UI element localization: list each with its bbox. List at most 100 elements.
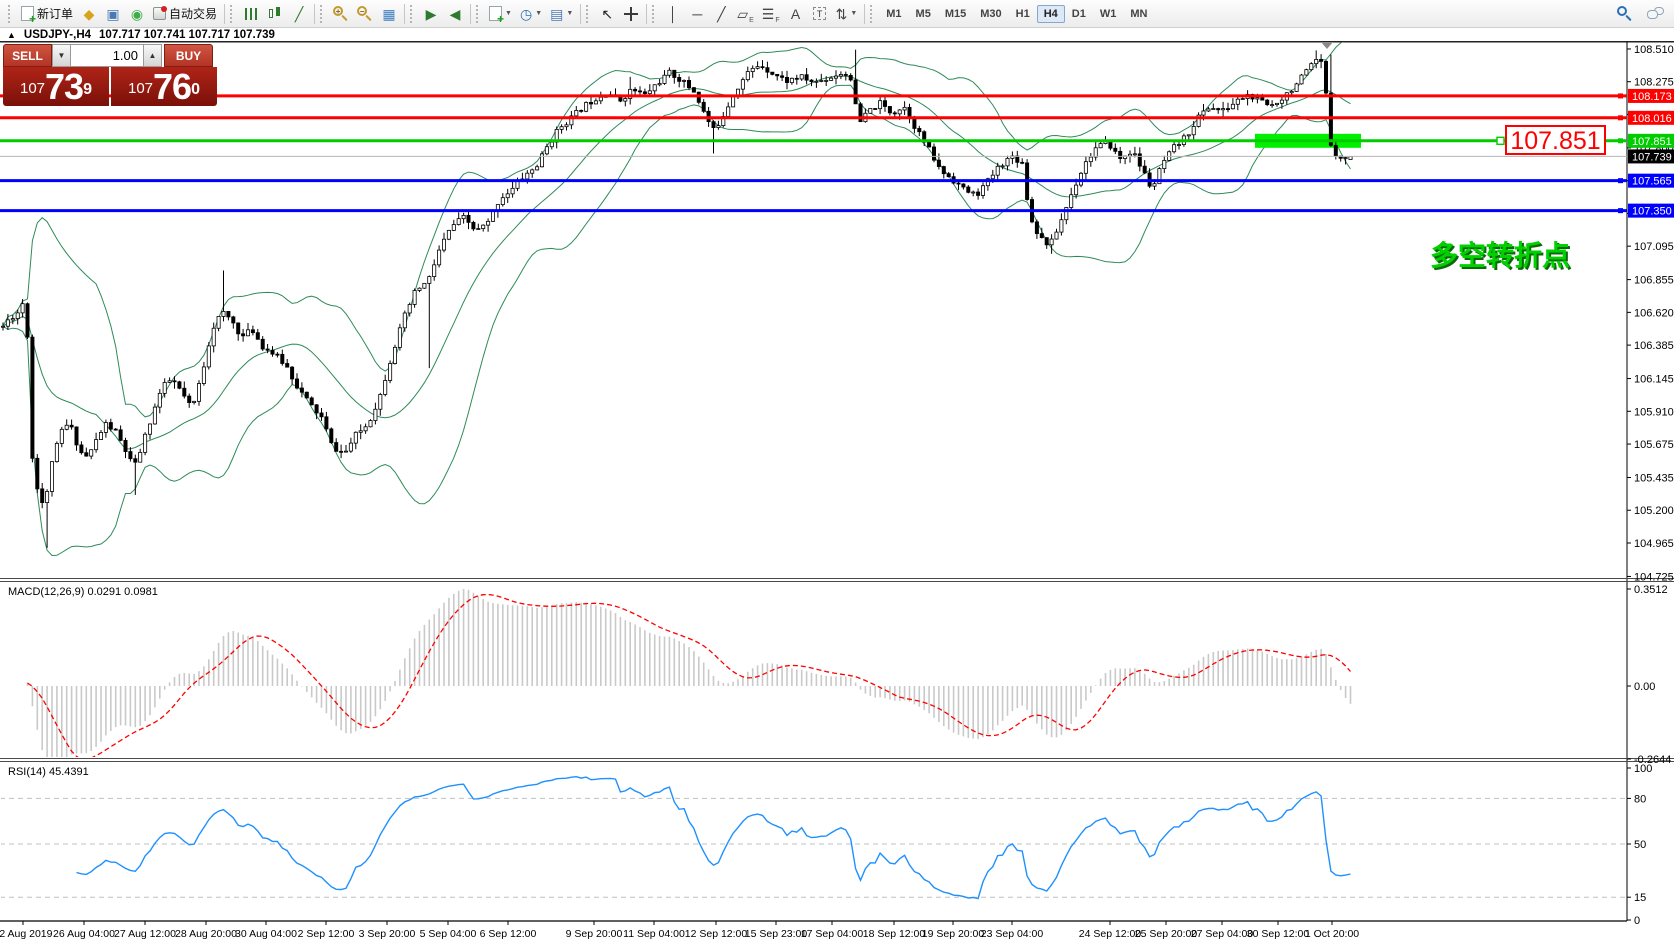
toolbar-grip[interactable] xyxy=(230,4,235,23)
new-order-button[interactable]: + 新订单 xyxy=(17,3,77,25)
cursor-icon: ↖ xyxy=(601,5,614,22)
timeframe-w1-button[interactable]: W1 xyxy=(1099,7,1117,20)
collapse-panel-icon[interactable]: ▲ xyxy=(7,30,16,40)
text-label-button[interactable]: T xyxy=(808,3,832,25)
rsi-axis[interactable]: 100 80 50 15 0 xyxy=(1627,763,1652,927)
time-tick-label: 2 Sep 12:00 xyxy=(298,928,355,940)
time-tick-label: 22 Aug 2019 xyxy=(0,928,53,940)
dropdown-arrow-icon[interactable]: ▼ xyxy=(850,10,858,17)
crosshair-icon xyxy=(624,6,639,21)
toolbar-grip[interactable] xyxy=(586,4,591,23)
buy-price[interactable]: 107 76 0 xyxy=(111,67,217,106)
trendline-button[interactable]: ╱ xyxy=(709,3,733,25)
text-button[interactable]: A xyxy=(784,3,808,25)
turning-point-annotation[interactable]: 多空转折点 xyxy=(1430,239,1570,271)
annotation-shadow: 多空转折点 xyxy=(1432,241,1572,273)
line-chart-button[interactable]: ╱ xyxy=(287,3,311,25)
time-tick-label: 9 Sep 20:00 xyxy=(566,928,623,940)
time-tick-label: 26 Aug 04:00 xyxy=(53,928,115,940)
toolbar-grip[interactable] xyxy=(652,4,657,23)
cursor-button[interactable]: ↖ xyxy=(595,3,619,25)
macd-tick-label: -0.2644 xyxy=(1634,754,1671,766)
volume-decrease-button[interactable]: ▼ xyxy=(52,44,71,67)
price-badge: 107.565 xyxy=(1632,176,1672,188)
dropdown-arrow-icon[interactable]: ▼ xyxy=(535,10,543,17)
macd-panel xyxy=(26,589,1352,757)
metaeditor-button[interactable]: ◆ xyxy=(77,3,101,25)
dropdown-arrow-icon[interactable]: ▼ xyxy=(566,10,574,17)
price-callout-box[interactable] xyxy=(1505,125,1606,155)
sell-price[interactable]: 107 73 9 xyxy=(3,67,109,106)
timeframe-m15-button[interactable]: M15 xyxy=(944,7,967,20)
horizontal-levels[interactable] xyxy=(0,93,1627,214)
auto-scroll-button[interactable]: ▶ xyxy=(419,3,443,25)
fibonacci-button[interactable]: ☰ F xyxy=(758,3,784,25)
terminal-button[interactable]: ▣ xyxy=(101,3,125,25)
search-button[interactable] xyxy=(1613,3,1637,25)
sell-price-pips: 73 xyxy=(45,66,84,107)
dropdown-arrow-icon[interactable]: ▼ xyxy=(505,10,512,17)
periods-icon: ◷ xyxy=(519,5,533,22)
arrows-button[interactable]: ⇅ ▼ xyxy=(832,3,862,25)
chart-shift-marker[interactable] xyxy=(1321,42,1333,49)
tile-windows-button[interactable]: ▦ xyxy=(377,3,401,25)
tool-sub-letter: E xyxy=(749,16,754,24)
text-icon: A xyxy=(790,5,801,22)
toolbar-separator xyxy=(470,3,472,24)
timeframe-m5-button[interactable]: M5 xyxy=(915,7,931,20)
trendline-icon: ╱ xyxy=(717,5,726,22)
price-tick-label: 107.095 xyxy=(1634,241,1674,253)
time-tick-label: 12 Sep 12:00 xyxy=(685,928,748,940)
indicators-icon: + xyxy=(489,6,504,25)
search-icon xyxy=(1617,6,1633,22)
price-tick-label: 104.725 xyxy=(1634,571,1674,583)
volume-increase-button[interactable]: ▲ xyxy=(143,44,162,67)
timeframe-h1-button[interactable]: H1 xyxy=(1015,7,1030,20)
buy-button[interactable]: BUY xyxy=(164,44,213,67)
timeframe-m30-button[interactable]: M30 xyxy=(980,7,1002,20)
signals-button[interactable]: ◉ xyxy=(125,3,149,25)
timeframe-m1-button[interactable]: M1 xyxy=(886,7,902,20)
chart-shift-button[interactable]: ◀ xyxy=(443,3,467,25)
metaeditor-icon: ◆ xyxy=(83,5,95,22)
sell-button[interactable]: SELL xyxy=(3,44,52,67)
trendline-handle[interactable] xyxy=(1496,136,1505,146)
price-tick-label: 105.910 xyxy=(1634,406,1674,418)
autotrading-button-label: 自动交易 xyxy=(169,7,218,21)
vertical-line-button[interactable]: │ xyxy=(661,3,685,25)
price-tick-label: 105.200 xyxy=(1634,505,1674,517)
timeframe-mn-button[interactable]: MN xyxy=(1130,7,1148,20)
new-order-icon: + xyxy=(21,6,36,25)
periods-button[interactable]: ◷ ▼ xyxy=(516,3,546,25)
price-callout-text: 107.851 xyxy=(1510,127,1600,155)
volume-input[interactable] xyxy=(71,44,143,67)
templates-button[interactable]: ▤ ▼ xyxy=(546,3,577,25)
candlestick-chart-button[interactable] xyxy=(263,3,287,25)
toolbar-grip[interactable] xyxy=(320,4,325,23)
indicators-button[interactable]: + ▼ xyxy=(485,3,516,25)
channel-button[interactable]: ▱ E xyxy=(733,3,757,25)
price-axis[interactable]: 108.510108.275108.040107.800107.565107.3… xyxy=(1627,44,1674,583)
channel-icon: ▱ xyxy=(737,5,749,22)
new-order-button-label: 新订单 xyxy=(37,7,74,21)
toolbar-grip[interactable] xyxy=(8,4,13,23)
zoom-in-button[interactable]: + xyxy=(329,3,353,25)
zoom-out-button[interactable]: − xyxy=(353,3,377,25)
macd-axis[interactable]: 0.3512 0.00 -0.2644 xyxy=(1627,584,1671,766)
autotrading-button[interactable]: 自动交易 xyxy=(149,3,221,25)
timeframe-h4-button[interactable]: H4 xyxy=(1036,4,1065,23)
horizontal-line-button[interactable]: ─ xyxy=(685,3,709,25)
toolbar-grip[interactable] xyxy=(476,4,481,23)
templates-icon: ▤ xyxy=(550,5,564,22)
bar-chart-button[interactable] xyxy=(239,3,263,25)
crosshair-button[interactable] xyxy=(619,3,643,25)
time-tick-label: 6 Sep 12:00 xyxy=(480,928,537,940)
toolbar-grip[interactable] xyxy=(410,4,415,23)
timeframe-d1-button[interactable]: D1 xyxy=(1071,7,1086,20)
chat-button[interactable] xyxy=(1643,3,1668,25)
vertical-line-icon: │ xyxy=(668,5,678,22)
toolbar-grip[interactable] xyxy=(870,4,875,23)
